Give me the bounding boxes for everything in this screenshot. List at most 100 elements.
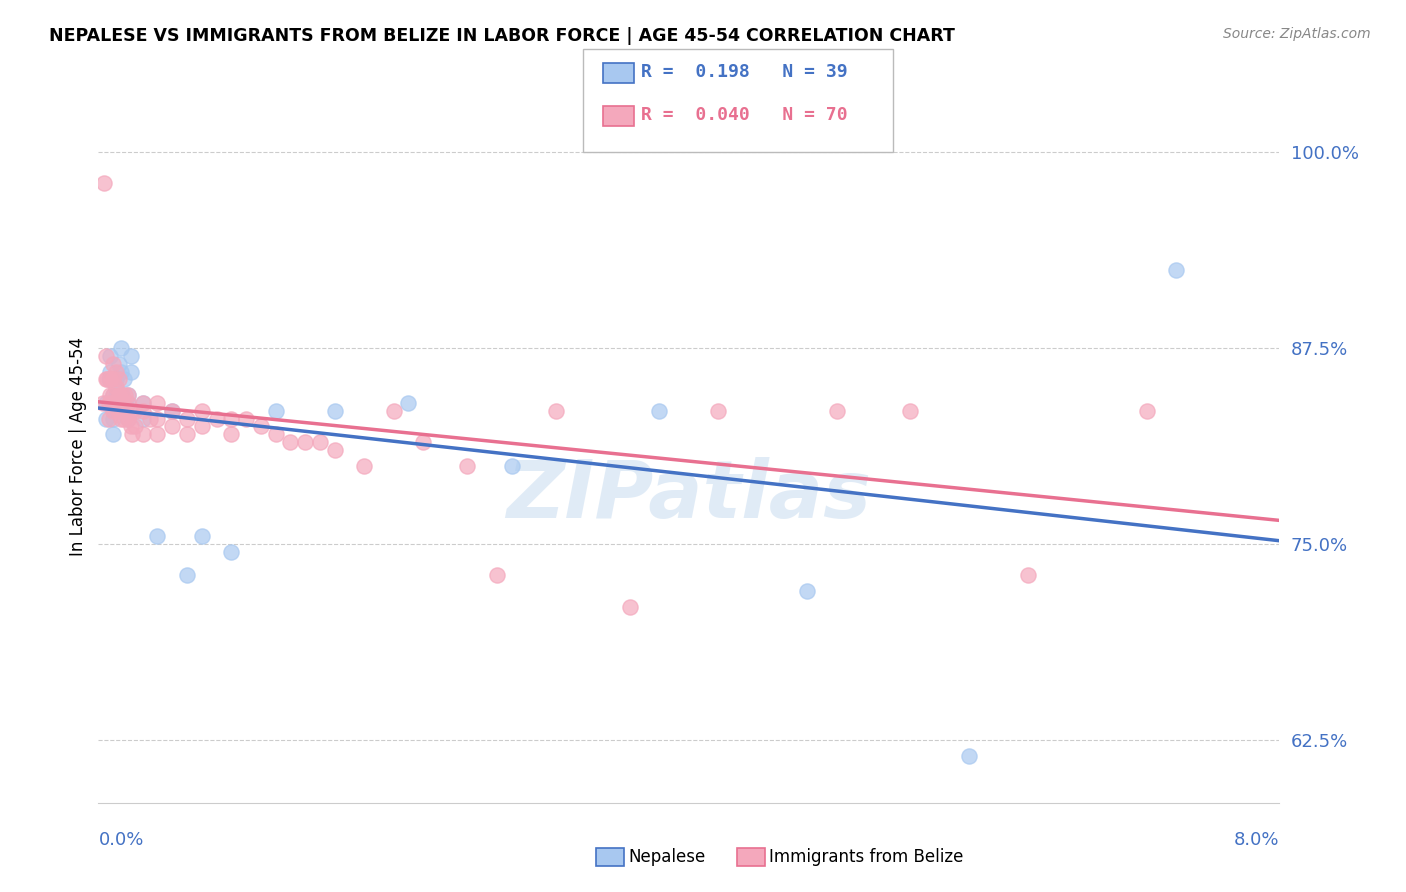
Point: [1017, 568, 1039, 582]
Point: [103, 403, 124, 417]
Point: [117, 396, 139, 410]
Point: [117, 411, 139, 425]
Point: [117, 396, 139, 410]
Point: [110, 341, 132, 355]
Point: [112, 411, 135, 425]
Point: [264, 427, 287, 442]
Point: [485, 568, 508, 582]
Point: [323, 442, 346, 457]
Point: [191, 419, 214, 434]
Point: [396, 396, 419, 410]
Point: [219, 411, 242, 425]
Point: [957, 748, 980, 763]
Point: [707, 403, 730, 417]
Point: [124, 419, 146, 434]
Point: [501, 458, 523, 473]
Point: [162, 403, 183, 417]
Point: [294, 435, 316, 450]
Point: [132, 396, 155, 410]
Text: 0.0%: 0.0%: [98, 831, 143, 849]
Point: [219, 427, 242, 442]
Point: [110, 364, 132, 378]
Point: [796, 584, 818, 599]
Point: [146, 427, 169, 442]
Point: [97, 411, 120, 425]
Point: [111, 388, 134, 402]
Point: [146, 411, 169, 425]
Point: [648, 403, 671, 417]
Point: [105, 372, 128, 386]
Point: [121, 427, 143, 442]
Point: [132, 403, 155, 417]
Point: [191, 403, 214, 417]
Point: [353, 458, 375, 473]
Point: [619, 599, 641, 614]
Text: Immigrants from Belize: Immigrants from Belize: [769, 848, 963, 866]
Point: [120, 403, 142, 417]
Text: NEPALESE VS IMMIGRANTS FROM BELIZE IN LABOR FORCE | AGE 45-54 CORRELATION CHART: NEPALESE VS IMMIGRANTS FROM BELIZE IN LA…: [49, 27, 955, 45]
Point: [98, 388, 121, 402]
Point: [108, 357, 131, 371]
Point: [456, 458, 478, 473]
Point: [97, 396, 120, 410]
Text: Nepalese: Nepalese: [628, 848, 706, 866]
Point: [107, 396, 129, 410]
Point: [114, 403, 136, 417]
Text: 8.0%: 8.0%: [1234, 831, 1279, 849]
Point: [176, 411, 198, 425]
Point: [278, 435, 301, 450]
Point: [219, 545, 242, 559]
Point: [250, 419, 273, 434]
Point: [110, 396, 132, 410]
Point: [110, 411, 132, 425]
Point: [98, 372, 121, 386]
Point: [264, 403, 287, 417]
Point: [162, 403, 183, 417]
Point: [107, 403, 129, 417]
Text: Source: ZipAtlas.com: Source: ZipAtlas.com: [1223, 27, 1371, 41]
Point: [146, 396, 169, 410]
Point: [93, 176, 115, 190]
Point: [98, 364, 121, 378]
Point: [114, 396, 136, 410]
Point: [103, 388, 124, 402]
Point: [1164, 262, 1187, 277]
Point: [97, 372, 120, 386]
Y-axis label: In Labor Force | Age 45-54: In Labor Force | Age 45-54: [69, 336, 87, 556]
Point: [146, 529, 169, 543]
Point: [898, 403, 921, 417]
Point: [98, 349, 121, 363]
Point: [94, 349, 117, 363]
Point: [191, 529, 214, 543]
Point: [107, 396, 129, 410]
Point: [112, 372, 135, 386]
Point: [107, 396, 129, 410]
Point: [544, 403, 567, 417]
Point: [120, 419, 142, 434]
Text: ZIPatlas: ZIPatlas: [506, 457, 872, 535]
Point: [412, 435, 434, 450]
Point: [111, 403, 134, 417]
Point: [103, 357, 124, 371]
Point: [124, 403, 146, 417]
Point: [100, 396, 122, 410]
Point: [139, 411, 162, 425]
Point: [103, 388, 124, 402]
Point: [94, 396, 117, 410]
Text: R =  0.040   N = 70: R = 0.040 N = 70: [641, 106, 848, 124]
Point: [176, 568, 198, 582]
Point: [111, 388, 134, 402]
Point: [308, 435, 332, 450]
Point: [114, 388, 136, 402]
Point: [132, 396, 155, 410]
Point: [105, 388, 128, 402]
Point: [382, 403, 405, 417]
Point: [825, 403, 848, 417]
Point: [108, 372, 131, 386]
Point: [1135, 403, 1157, 417]
Point: [176, 427, 198, 442]
Point: [235, 411, 257, 425]
Point: [205, 411, 228, 425]
Point: [111, 403, 134, 417]
Point: [323, 403, 346, 417]
